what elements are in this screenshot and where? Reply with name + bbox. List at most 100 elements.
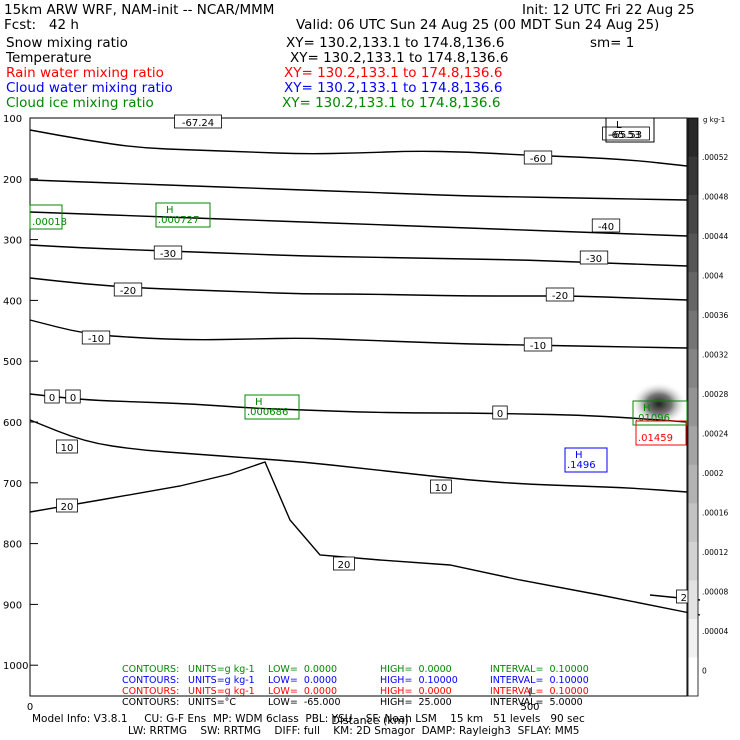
- colorbar-swatch: [688, 156, 698, 196]
- colorbar-swatch: [688, 464, 698, 504]
- contour-info-label: CONTOURS:: [122, 664, 180, 675]
- colorbar-tick-label: .00008: [702, 588, 728, 597]
- contour-label-box: [174, 114, 222, 129]
- x-tick-label: 0: [27, 702, 33, 713]
- colorbar-tick-label: .00016: [702, 509, 728, 518]
- extremum-box: [564, 447, 608, 473]
- colorbar-swatch: [688, 657, 698, 697]
- temperature-contour: [29, 179, 688, 201]
- contour-label: -30: [160, 249, 176, 260]
- y-tick-label: 500: [3, 357, 22, 368]
- colorbar-tick-label: .00048: [702, 193, 728, 202]
- temperature-contour: [29, 211, 688, 237]
- y-tick-label: 300: [3, 236, 22, 247]
- contour-label: -20: [552, 291, 568, 302]
- contour-info-low: LOW= -65.000: [268, 697, 341, 708]
- field-rain-name: Rain water mixing ratio: [6, 65, 164, 81]
- contour-label: -40: [598, 222, 614, 233]
- contour-info-interval: INTERVAL= 0.10000: [490, 686, 589, 697]
- colorbar-unit: g kg-1: [703, 116, 725, 124]
- plot-title: 15km ARW WRF, NAM-init -- NCAR/MMM: [4, 2, 275, 18]
- contour-info-low: LOW= 0.0000: [268, 664, 338, 675]
- field-cloudice-xy: XY= 130.2,133.1 to 174.8,136.6: [282, 95, 501, 111]
- contour-info-units: UNITS=g kg-1: [188, 664, 255, 675]
- forecast-hour: Fcst: 42 h: [4, 17, 79, 33]
- colorbar-swatch: [688, 233, 698, 273]
- x-axis-label: Distance (km): [331, 714, 408, 727]
- extremum-letter: H: [643, 403, 651, 414]
- y-tick-label: 600: [3, 418, 22, 429]
- colorbar-swatch: [688, 387, 698, 427]
- x-tick-label: 500: [520, 702, 539, 713]
- field-cloudwater-name: Cloud water mixing ratio: [6, 80, 173, 96]
- extremum-value: .01459: [638, 433, 673, 444]
- contour-info-units: UNITS=g kg-1: [188, 675, 255, 686]
- contour-label-box: [44, 389, 60, 404]
- valid-time: Valid: 06 UTC Sun 24 Aug 25 (00 MDT Sun …: [296, 17, 660, 33]
- colorbar-swatch: [688, 618, 698, 658]
- field-snow-smooth: sm= 1: [590, 35, 635, 51]
- colorbar-tick-label: .00052: [702, 153, 728, 162]
- colorbar-swatch: [688, 426, 698, 466]
- extremum-box: [635, 420, 687, 446]
- contour-label-box: [591, 218, 621, 233]
- contour-info-units: UNITS=°C: [188, 697, 237, 708]
- contour-label: -60: [530, 154, 546, 165]
- mixing-ratio-shading: [631, 382, 687, 426]
- contour-info-interval: INTERVAL= 0.10000: [490, 675, 589, 686]
- contour-info-high: HIGH= 0.10000: [380, 675, 458, 686]
- field-cloudice-name: Cloud ice mixing ratio: [6, 95, 154, 111]
- model-physics: LW: RRTMG SW: RRTMG DIFF: full KM: 2D Sm…: [128, 725, 580, 737]
- contour-label: -10: [88, 334, 104, 345]
- colorbar-swatch: [688, 503, 698, 543]
- field-rain-xy: XY= 130.2,133.1 to 174.8,136.6: [284, 65, 503, 81]
- contour-info-label: CONTOURS:: [122, 697, 180, 708]
- contour-label: -67.24: [182, 118, 214, 129]
- contour-label-box: [81, 330, 111, 345]
- init-time: Init: 12 UTC Fri 22 Aug 25: [522, 2, 695, 18]
- extremum-value: .000727: [158, 215, 199, 226]
- contour-label: 10: [435, 483, 448, 494]
- field-temp-xy: XY= 130.2,133.1 to 174.8,136.6: [290, 50, 509, 66]
- field-cloudwater-xy: XY= 130.2,133.1 to 174.8,136.6: [284, 80, 503, 96]
- contour-label: -10: [530, 341, 546, 352]
- colorbar-tick-label: .00028: [702, 390, 728, 399]
- contour-label: -20: [120, 286, 136, 297]
- extremum-box: [244, 394, 300, 420]
- colorbar-tick-label: .00044: [702, 232, 728, 241]
- y-tick-label: 700: [3, 479, 22, 490]
- extremum-box: [155, 202, 211, 228]
- model-info: Model Info: V3.8.1 CU: G-F Ens MP: WDM 6…: [32, 713, 585, 725]
- contour-label: 10: [61, 443, 74, 454]
- contour-info-label: CONTOURS:: [122, 675, 180, 686]
- extremum-value: -65.53: [608, 130, 640, 141]
- colorbar-tick-label: 0: [702, 667, 707, 676]
- contour-label: 0: [49, 393, 55, 404]
- contour-info-interval: INTERVAL= 0.10000: [490, 664, 589, 675]
- colorbar-swatch: [688, 580, 698, 620]
- contour-label-box: [602, 126, 650, 141]
- contour-label-box: [430, 479, 452, 494]
- temperature-contour: [29, 419, 688, 493]
- contour-label: 20: [338, 560, 351, 571]
- colorbar-tick-label: .0004: [702, 272, 724, 281]
- field-snow-name: Snow mixing ratio: [6, 35, 128, 51]
- temperature-contour: [29, 393, 688, 423]
- contour-label-box: [65, 389, 81, 404]
- colorbar-frame: [687, 117, 699, 697]
- extremum-letter: H: [166, 205, 174, 216]
- contour-info-interval: INTERVAL= 5.0000: [490, 697, 583, 708]
- y-tick-label: 400: [3, 296, 22, 307]
- contour-info-high: HIGH= 25.000: [380, 697, 452, 708]
- contour-label-box: [153, 245, 183, 260]
- contour-label: 0: [497, 409, 503, 420]
- contour-label: 0: [70, 393, 76, 404]
- contour-label: 20: [61, 502, 74, 513]
- contour-label-box: [56, 498, 78, 513]
- extremum-letter: H: [255, 397, 263, 408]
- contour-label-box: [579, 250, 609, 265]
- colorbar-swatch: [688, 195, 698, 235]
- y-tick-label: 100: [3, 114, 22, 125]
- contour-info-high: HIGH= 0.0000: [380, 686, 452, 697]
- colorbar-tick-label: .00024: [702, 430, 728, 439]
